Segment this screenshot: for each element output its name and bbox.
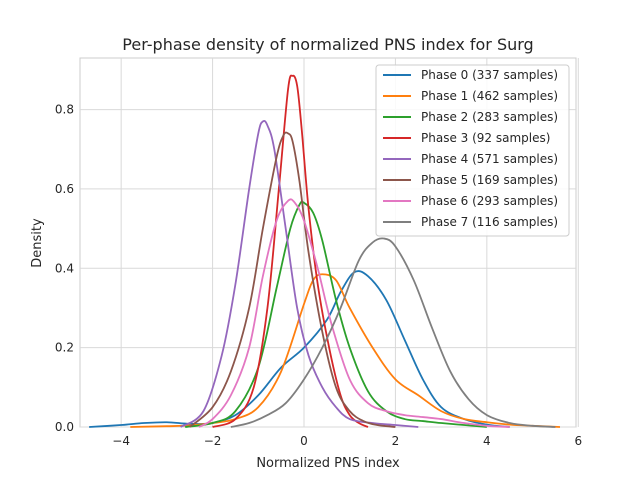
series-line-phase-6 — [198, 198, 510, 428]
legend-label-phase-2: Phase 2 (283 samples) — [421, 110, 558, 124]
x-tick-labels: −4 −2 0 2 4 6 — [112, 434, 582, 448]
x-tick-label: 0 — [300, 434, 308, 448]
legend-label-phase-5: Phase 5 (169 samples) — [421, 173, 558, 187]
x-tick-label: 6 — [574, 434, 582, 448]
legend-label-phase-0: Phase 0 (337 samples) — [421, 68, 558, 82]
series-line-phase-4 — [180, 119, 419, 428]
legend-label-phase-7: Phase 7 (116 samples) — [421, 215, 558, 229]
series-line-phase-1 — [130, 273, 561, 428]
y-axis-label: Density — [30, 218, 45, 268]
y-tick-label: 0.8 — [55, 103, 74, 117]
legend-label-phase-4: Phase 4 (571 samples) — [421, 152, 558, 166]
legend-label-phase-3: Phase 3 (92 samples) — [421, 131, 550, 145]
series-line-phase-0 — [89, 270, 510, 428]
series-layer — [89, 74, 561, 428]
x-tick-label: −4 — [112, 434, 130, 448]
legend: Phase 0 (337 samples) Phase 1 (462 sample… — [375, 64, 570, 237]
x-axis-label: Normalized PNS index — [256, 456, 400, 471]
y-tick-label: 0.0 — [55, 420, 74, 434]
legend-label-phase-6: Phase 6 (293 samples) — [421, 194, 558, 208]
series-line-phase-7 — [230, 237, 556, 428]
legend-label-phase-1: Phase 1 (462 samples) — [421, 89, 558, 103]
y-tick-label: 0.2 — [55, 341, 74, 355]
y-tick-label: 0.6 — [55, 182, 74, 196]
y-tick-label: 0.4 — [55, 261, 74, 275]
series-line-phase-5 — [189, 131, 396, 428]
x-tick-label: 2 — [392, 434, 400, 448]
x-tick-label: −2 — [204, 434, 222, 448]
y-tick-labels: 0.0 0.2 0.4 0.6 0.8 — [55, 103, 74, 434]
x-tick-label: 4 — [483, 434, 491, 448]
chart-title: Per-phase density of normalized PNS inde… — [122, 35, 533, 54]
legend-box — [375, 64, 570, 237]
